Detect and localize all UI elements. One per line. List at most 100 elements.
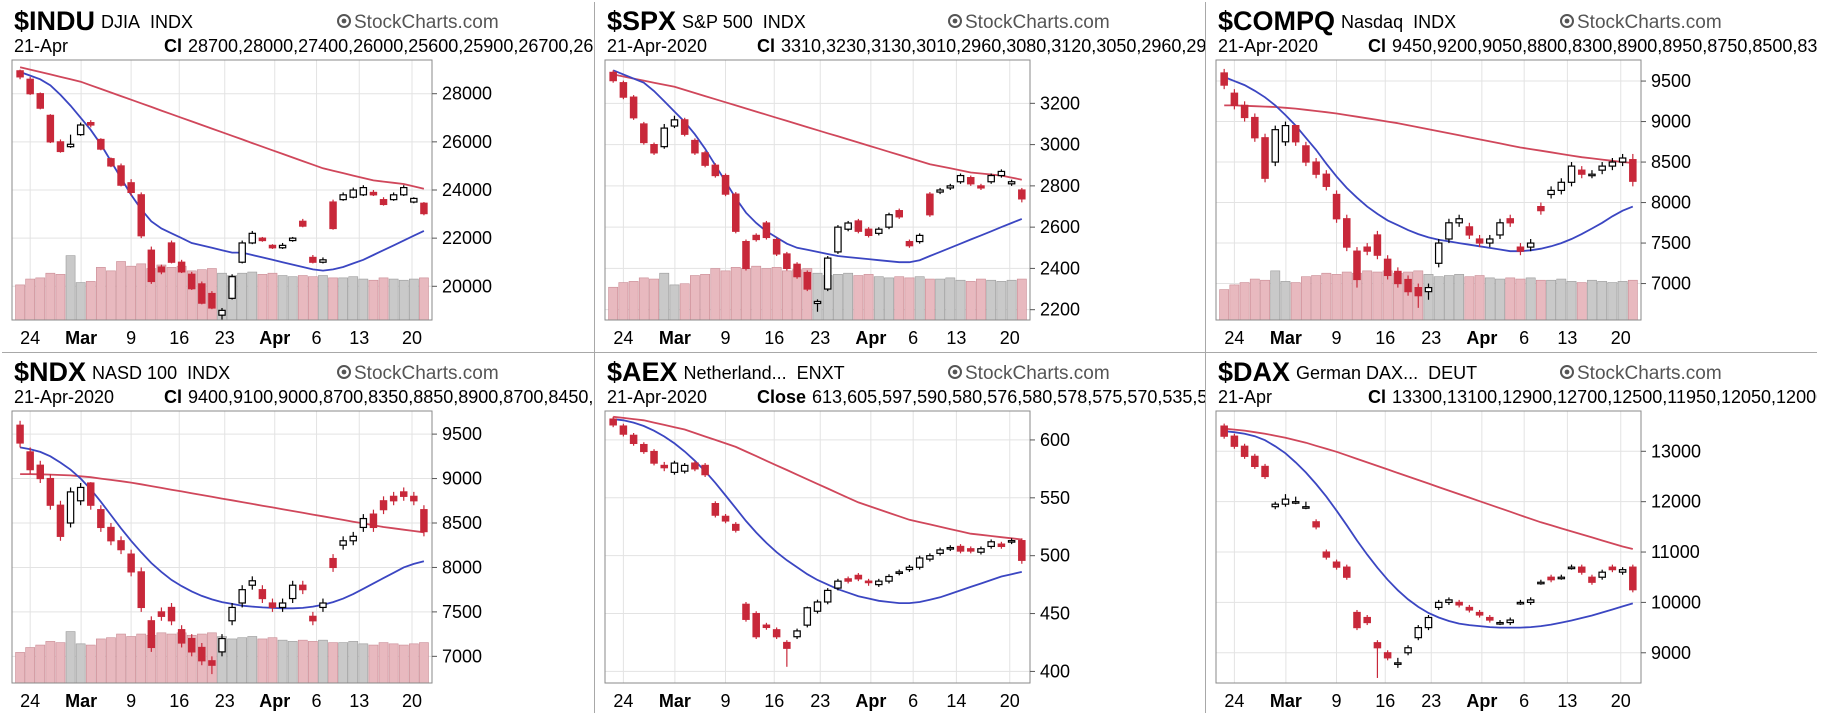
volume-bar: [751, 265, 762, 321]
x-tick-label: 20: [402, 328, 422, 348]
y-tick-label: 7000: [442, 646, 482, 666]
candle-body: [1332, 561, 1341, 568]
candle-body: [1547, 576, 1555, 581]
volume-bar: [1556, 278, 1567, 321]
chart-panel-indu[interactable]: $INDU DJIA INDX StockCharts.com 21-Apr Cl 2870…: [2, 2, 594, 352]
y-tick-label: 2800: [1040, 176, 1080, 196]
x-tick-label: Apr: [855, 691, 886, 711]
candle-body: [1475, 238, 1484, 244]
candle-body: [1577, 566, 1586, 573]
candle-body: [1230, 435, 1239, 447]
symbol-label: $AEX: [607, 357, 678, 387]
candle-body: [1455, 601, 1463, 606]
y-tick-label: 8000: [442, 557, 482, 577]
y-tick-label: 9000: [1651, 112, 1691, 132]
y-tick-label: 28000: [442, 84, 492, 104]
y-tick-label: 450: [1040, 604, 1070, 624]
candle-body: [76, 124, 85, 136]
x-tick-label: 13: [349, 328, 369, 348]
candle-body: [329, 201, 337, 230]
candle-body: [1271, 129, 1280, 163]
x-tick-label: 16: [169, 328, 189, 348]
candle-body: [359, 186, 368, 196]
x-tick-label: 24: [1224, 691, 1244, 711]
candle-body: [619, 82, 628, 98]
x-tick-label: 13: [1557, 691, 1577, 711]
candle-body: [1394, 270, 1402, 285]
candle-body: [987, 174, 995, 183]
x-tick-label: 20: [1611, 328, 1631, 348]
candle-body: [1291, 125, 1300, 143]
candle-body: [946, 185, 955, 189]
volume-bar: [608, 286, 619, 321]
volume-bar: [408, 278, 419, 321]
candle-body: [127, 182, 135, 194]
stockcharts-logo-dot-icon: [952, 369, 958, 375]
candle-body: [772, 629, 781, 638]
candle-body: [1557, 181, 1566, 192]
chart-panel-dax[interactable]: $DAX German DAX... DEUT StockCharts.com 21-A…: [1206, 353, 1817, 713]
candle-body: [299, 584, 307, 591]
candle-body: [26, 78, 34, 95]
x-tick-label: Mar: [1270, 691, 1302, 711]
candle-body: [1588, 173, 1596, 177]
candle-body: [1291, 501, 1300, 504]
candle-body: [46, 114, 55, 143]
candle-body: [268, 602, 277, 609]
volume-bar: [833, 274, 843, 321]
candle-body: [410, 197, 418, 203]
volume-bar: [318, 275, 328, 321]
moving-average-slow-line: [20, 473, 425, 534]
candle-body: [1465, 606, 1474, 611]
candle-body: [1608, 566, 1617, 571]
index-name: S&P 500: [682, 12, 753, 32]
close-value: 28700,28000,27400,26000,25600,25900,2670…: [188, 36, 594, 56]
candle-body: [803, 271, 812, 290]
candle-body: [309, 256, 317, 263]
volume-bar: [297, 275, 308, 321]
moving-average-slow-line: [1224, 104, 1633, 164]
candle-body: [127, 553, 135, 573]
y-tick-label: 8000: [1651, 193, 1691, 213]
candle-body: [1486, 238, 1494, 244]
volume-bar: [1270, 270, 1281, 321]
chart-panel-ndx[interactable]: $NDX NASD 100 INDX StockCharts.com 21-Apr-20…: [2, 353, 594, 713]
candle-body: [619, 425, 628, 435]
chart-panel-compq[interactable]: $COMPQ Nasdaq INDX StockCharts.com 21-Apr-20…: [1206, 2, 1817, 352]
candle-body: [379, 500, 388, 511]
y-tick-label: 13000: [1651, 441, 1701, 461]
stockcharts-logo-dot-icon: [1564, 369, 1570, 375]
volume-bar: [136, 633, 147, 684]
moving-average-slow-line: [613, 415, 1022, 541]
candle-body: [650, 450, 658, 464]
candle-body: [1394, 662, 1402, 665]
chart-panel-aex[interactable]: $AEX Netherland... ENXT StockCharts.com 21-A…: [595, 353, 1205, 713]
candle-body: [1373, 642, 1382, 649]
candle-body: [997, 170, 1006, 177]
candle-body: [1506, 619, 1514, 624]
exchange-label: INDX: [1413, 12, 1456, 32]
candle-body: [926, 193, 934, 216]
candle-body: [147, 249, 156, 283]
exchange-label: DEUT: [1428, 363, 1477, 383]
volume-bar: [96, 638, 106, 684]
candle-body: [228, 606, 236, 622]
volume-bar: [297, 639, 308, 684]
close-value: 9400,9100,9000,8700,8350,8850,8900,8700,…: [188, 387, 594, 407]
candle-body: [803, 607, 812, 626]
volume-bar: [287, 641, 298, 684]
chart-panel-spx[interactable]: $SPX S&P 500 INDX StockCharts.com 21-Apr-202…: [595, 2, 1205, 352]
candle-body: [369, 513, 378, 529]
index-name: DJIA: [101, 12, 140, 32]
candle-body: [752, 612, 760, 638]
x-tick-label: 9: [721, 691, 731, 711]
candle-body: [864, 580, 873, 584]
symbol-label: $DAX: [1218, 357, 1290, 387]
volume-bar: [1454, 274, 1465, 321]
candle-body: [905, 240, 914, 247]
candle-body: [1526, 599, 1535, 604]
candle-body: [56, 141, 65, 153]
moving-average-fast-line: [612, 69, 1023, 264]
volume-bar: [649, 278, 659, 321]
volume-bar: [1515, 278, 1526, 321]
